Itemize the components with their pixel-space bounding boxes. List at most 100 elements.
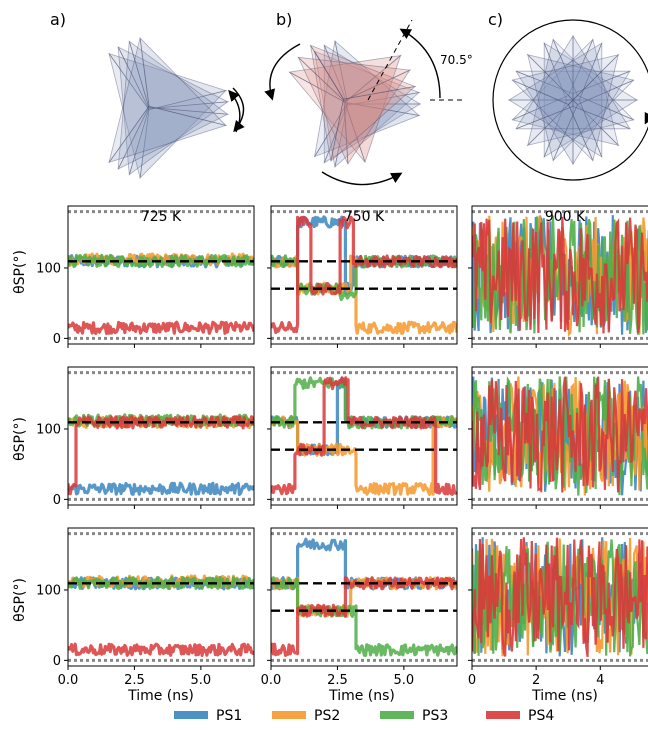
panel-frame — [270, 205, 458, 345]
tetrahedron-shape — [117, 41, 150, 170]
tetrahedron-shape — [515, 34, 574, 130]
panel-frame — [67, 366, 255, 506]
panel-frame — [67, 205, 255, 345]
panel-frame — [67, 527, 255, 667]
tetrahedron-shape-rotated — [289, 71, 366, 163]
legend-label: PS3 — [422, 708, 448, 724]
y-tick-label: 0 — [53, 332, 61, 347]
chart-grid: 0 100 725 K 750 K 900 K 0 100 0 100 0.0 2.5 5.0 0.0 2… — [36, 205, 648, 688]
tetrahedron-shape — [108, 52, 228, 111]
tetrahedron-shape-rotated — [297, 57, 349, 164]
tetrahedron-shape — [108, 37, 150, 163]
tetrahedron-illustration-b — [288, 39, 422, 169]
legend-item-ps4: PS4 — [486, 708, 554, 724]
rotation-arrow-left-icon — [264, 43, 301, 101]
tetrahedron-shape — [117, 46, 230, 110]
tetrahedron-shape — [108, 53, 150, 179]
tetrahedron-shape — [507, 99, 603, 158]
series-ps4 — [68, 320, 254, 335]
series-ps3 — [68, 575, 254, 591]
panel-frame — [270, 366, 458, 506]
legend-swatch — [380, 711, 414, 719]
series-ps2 — [472, 215, 648, 338]
legend: PS1 PS2 PS3 PS4 — [174, 708, 554, 724]
illustrations: a) b) c) 70.5° — [50, 10, 648, 186]
series-ps4 — [472, 216, 648, 334]
panel-r2-c2: 0 2 4 — [468, 527, 648, 688]
column-title: 750 K — [344, 209, 385, 225]
tetrahedron-shape-rotated — [343, 69, 411, 166]
panel-r0-c0: 0 100 725 K — [36, 205, 255, 348]
tetrahedron-shape — [507, 42, 603, 101]
tetrahedron-shape — [527, 38, 579, 147]
tetrahedron-shape — [313, 102, 421, 158]
panel-r2-c1: 0.0 2.5 5.0 — [261, 527, 458, 688]
tetrahedron-shape-rotated — [309, 44, 417, 100]
series-ps4 — [271, 576, 457, 657]
legend-label: PS2 — [314, 708, 340, 724]
legend-item-ps3: PS3 — [380, 708, 448, 724]
tetrahedron-shape — [543, 99, 639, 158]
x-tick-label: 0.0 — [58, 673, 79, 688]
tetrahedron-shape — [526, 94, 635, 146]
tetrahedron-shape — [128, 101, 230, 176]
tetrahedron-shape — [567, 38, 619, 147]
y-axis-labels: θSP(°) θSP(°) θSP(°) — [12, 250, 28, 622]
x-axis-labels: Time (ns) Time (ns) Time (ns) — [127, 688, 598, 704]
y-tick-label: 100 — [36, 261, 61, 276]
tetrahedron-shape — [314, 51, 348, 168]
tetrahedron-shape — [543, 42, 639, 101]
y-tick-label: 100 — [36, 422, 61, 437]
tetrahedron-shape — [511, 94, 620, 146]
ylabel-row-0: θSP(°) — [12, 250, 28, 294]
rotation-arrow-bottom-icon — [321, 171, 403, 186]
tetrahedron-shape-rotated — [297, 56, 412, 102]
tetrahedron-shape — [511, 54, 620, 106]
tetrahedron-shape — [313, 50, 421, 106]
legend-item-ps2: PS2 — [272, 708, 340, 724]
series-ps4 — [271, 376, 457, 496]
tetrahedron-shape — [526, 54, 635, 106]
tetrahedron-shape — [552, 79, 634, 161]
tetrahedron-shape-rotated — [288, 54, 402, 103]
column-title: 725 K — [141, 209, 182, 225]
tetrahedron-shape — [128, 40, 230, 115]
ylabel-row-2: θSP(°) — [12, 578, 28, 622]
series-ps4 — [271, 215, 457, 335]
panel-r2-c0: 0 100 0.0 2.5 5.0 — [36, 527, 255, 688]
legend-swatch — [486, 711, 520, 719]
tetrahedron-shape — [552, 39, 634, 121]
ylabel-row-1: θSP(°) — [12, 417, 28, 461]
tetrahedron-shape — [515, 70, 574, 166]
tetrahedron-illustration-a — [108, 36, 230, 180]
panel-frame — [471, 527, 648, 667]
tetrahedron-shape — [572, 34, 631, 130]
series-ps3 — [68, 253, 254, 269]
tetrahedron-shape-rotated — [310, 45, 344, 162]
tetrahedron-shape — [108, 105, 228, 164]
panel-label-b: b) — [276, 10, 292, 29]
tetrahedron-shape — [334, 91, 421, 169]
x-tick-label: 0.0 — [261, 673, 282, 688]
rotation-annotation: 70.5° — [440, 53, 473, 67]
x-tick-label: 2 — [532, 673, 540, 688]
x-tick-label: 5.0 — [394, 673, 415, 688]
tetrahedron-shape — [314, 40, 348, 157]
x-tick-label: 4 — [596, 673, 604, 688]
series-ps4 — [472, 376, 648, 493]
panel-r1-c0: 0 100 — [36, 366, 255, 509]
tetrahedron-shape — [515, 70, 631, 95]
tetrahedron-shape — [334, 39, 421, 117]
legend-item-ps1: PS1 — [174, 708, 242, 724]
tetrahedron-illustration-c — [507, 34, 639, 166]
tetrahedron-shape — [567, 53, 619, 162]
tetrahedron-shape — [578, 42, 603, 158]
column-title: 900 K — [545, 209, 586, 225]
tetrahedron-shape — [323, 103, 422, 164]
panel-frame — [471, 205, 648, 345]
y-tick-label: 0 — [53, 654, 61, 669]
x-tick-label: 0 — [468, 673, 476, 688]
panel-label-c: c) — [488, 10, 503, 29]
tetrahedron-shape — [117, 106, 230, 170]
